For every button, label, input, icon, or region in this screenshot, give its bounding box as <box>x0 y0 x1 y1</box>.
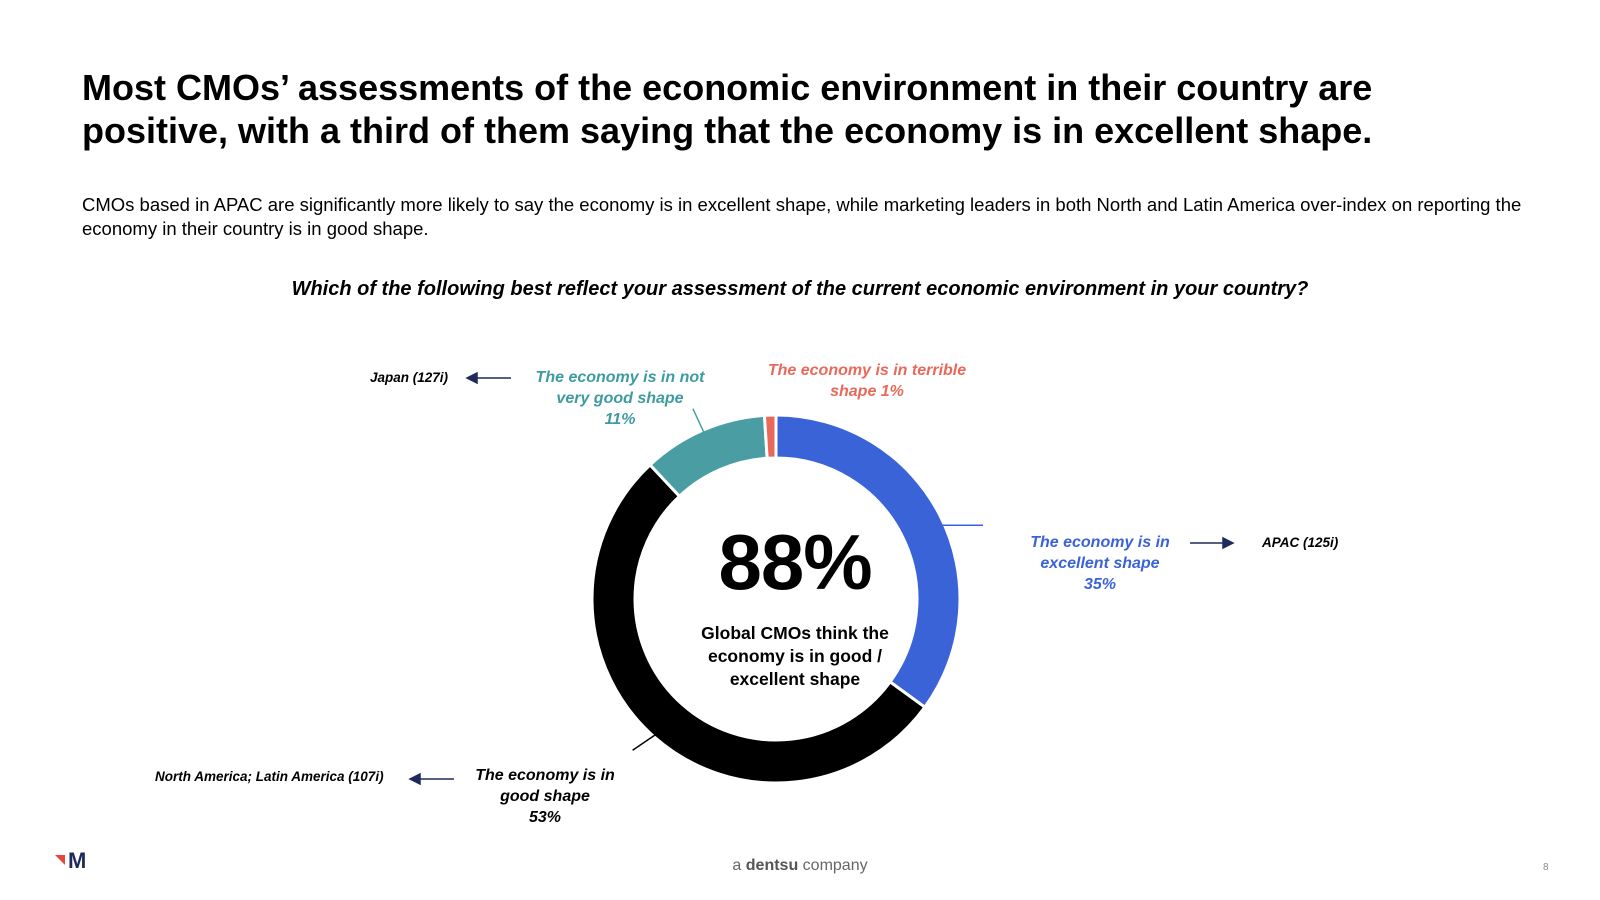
label-excellent-line2: excellent shape <box>1040 555 1160 572</box>
label-good-line1: The economy is in <box>475 767 615 784</box>
label-excellent-pct: 35% <box>1083 576 1117 593</box>
label-notgood-line1: The economy is in not <box>535 369 705 386</box>
footer-brand: a dentsu company <box>0 857 1600 875</box>
survey-question: Which of the following best reflect your… <box>291 278 1309 300</box>
label-good-pct: 53% <box>528 809 562 826</box>
arrow-right-icon <box>1190 536 1235 550</box>
arrow-left-icon <box>465 371 511 385</box>
page-title: Most CMOs’ assessments of the economic e… <box>82 67 1373 151</box>
center-value: 88% <box>718 518 872 606</box>
brand-logo-m: M <box>68 848 87 873</box>
footer-prefix: a <box>732 857 742 874</box>
slice-terrible <box>762 413 778 460</box>
label-good-shape: The economy is in good shape 53% <box>460 765 630 828</box>
label-excellent-line1: The economy is in <box>1030 534 1170 551</box>
footer-brand-name: dentsu <box>745 857 799 874</box>
region-apac: APAC (125i) <box>1262 535 1339 550</box>
region-japan: Japan (127i) <box>370 370 449 385</box>
page-subtitle: CMOs based in APAC are significantly mor… <box>82 194 1522 239</box>
page-number: 8 <box>1543 862 1549 873</box>
label-terrible-line2: shape 1% <box>830 383 904 400</box>
label-good-line2: good shape <box>500 788 590 805</box>
brand-logo-icon <box>55 855 65 865</box>
label-notgood-line2: very good shape <box>556 390 684 407</box>
leader-line-not-very-good <box>692 408 706 436</box>
center-caption: Global CMOs think the economy is in good… <box>701 623 889 689</box>
arrow-left-icon <box>408 772 454 786</box>
label-excellent-shape: The economy is in excellent shape 35% <box>1015 532 1185 595</box>
label-terrible-shape: The economy is in terrible shape 1% <box>752 360 982 402</box>
footer-suffix: company <box>802 857 868 874</box>
region-north-latin-america: North America; Latin America (107i) <box>155 769 384 784</box>
label-terrible-line1: The economy is in terrible <box>767 362 967 379</box>
leader-line-good <box>632 732 659 751</box>
label-notgood-pct: 11% <box>604 411 636 428</box>
slice-good <box>590 462 927 785</box>
label-not-very-good-shape: The economy is in not very good shape 11… <box>520 367 720 430</box>
